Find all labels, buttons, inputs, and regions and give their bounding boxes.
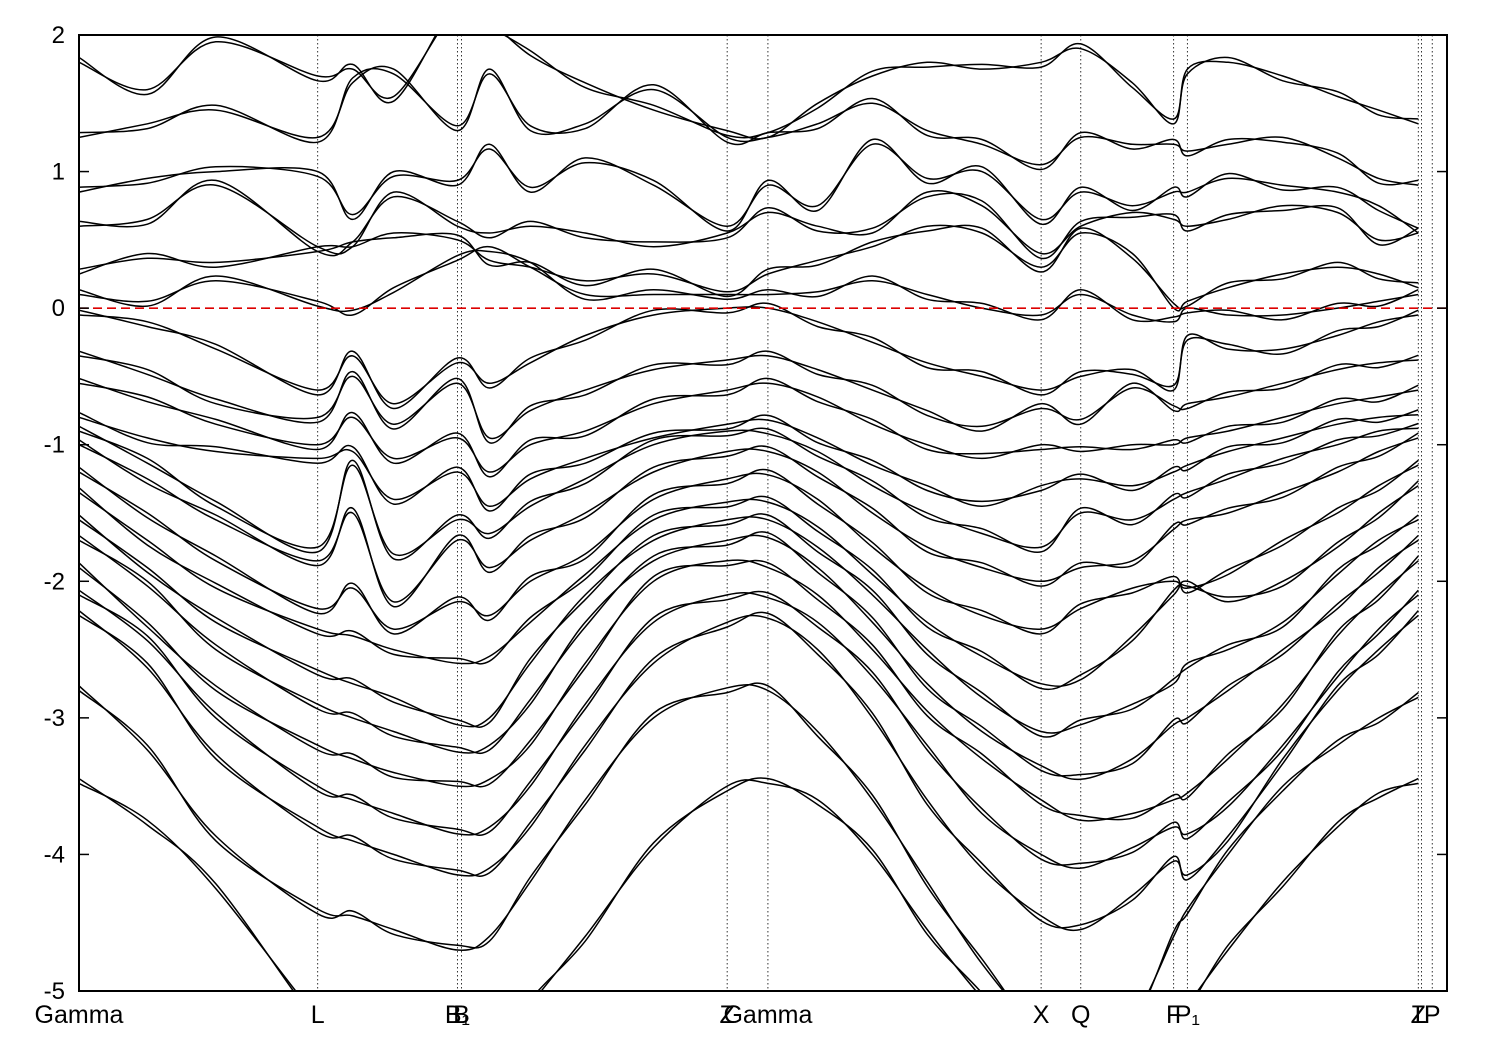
band-line xyxy=(79,427,1419,557)
band-line xyxy=(79,249,1419,323)
band-line xyxy=(79,306,1419,405)
band-line xyxy=(79,513,1419,738)
kpoint-label: Gamma xyxy=(35,1001,124,1029)
band-line xyxy=(79,138,1419,232)
y-tick-label: -4 xyxy=(44,841,65,868)
band-line xyxy=(79,432,1419,608)
band-line xyxy=(79,377,1419,478)
band-line xyxy=(79,480,1419,691)
band-line xyxy=(79,592,1419,869)
kpoint-label: F xyxy=(1166,1001,1181,1029)
band-line xyxy=(79,35,1419,139)
band-line xyxy=(79,682,1419,991)
band-line xyxy=(79,459,1419,635)
band-line xyxy=(79,422,1419,561)
y-tick-label: 0 xyxy=(52,295,65,322)
band-line xyxy=(79,777,1419,991)
band-line xyxy=(79,143,1419,234)
y-tick-label: -2 xyxy=(44,568,65,595)
band-line xyxy=(79,464,1419,630)
kpoint-label: B₁ xyxy=(445,1001,470,1029)
y-tick-label: 1 xyxy=(52,159,65,186)
kpoint-label: Gamma xyxy=(723,1001,812,1029)
y-tick-label: -1 xyxy=(44,432,65,459)
band-line xyxy=(79,531,1419,777)
band-line xyxy=(79,516,1419,734)
band-line xyxy=(79,65,1419,186)
band-line xyxy=(79,354,1419,440)
y-tick-label: 2 xyxy=(52,22,65,49)
band-lines xyxy=(79,35,1419,991)
band-line xyxy=(79,409,1419,512)
plot-frame xyxy=(78,34,1448,992)
kpoint-label: P xyxy=(1424,1001,1441,1029)
band-line xyxy=(79,184,1419,255)
band-line xyxy=(79,610,1419,929)
band-line xyxy=(79,437,1419,603)
kpoint-gridlines xyxy=(317,35,1433,991)
band-line xyxy=(79,179,1419,260)
kpoint-label: L xyxy=(311,1001,325,1029)
kpoint-label: P₁ xyxy=(1175,1001,1200,1029)
y-tick-label: -3 xyxy=(44,705,65,732)
y-tick-label: -5 xyxy=(44,978,65,1005)
band-line xyxy=(79,555,1419,821)
kpoint-label: B xyxy=(453,1001,470,1029)
band-line xyxy=(79,224,1419,310)
band-line xyxy=(79,35,1419,140)
band-line xyxy=(79,350,1419,444)
band-line xyxy=(79,413,1419,507)
band-line xyxy=(79,67,1419,186)
band-line xyxy=(79,589,1419,866)
band-line xyxy=(79,302,1419,410)
band-line xyxy=(79,614,1419,932)
y-axis-ticks: 2 1 0 -1 -2 -3 -4 -5 xyxy=(44,22,1447,1005)
band-line xyxy=(79,559,1419,822)
kpoint-label: Z xyxy=(720,1001,735,1029)
band-line xyxy=(79,224,1419,312)
kpoint-label: L xyxy=(1415,1001,1429,1029)
kpoint-label: Q xyxy=(1071,1001,1090,1029)
kpoint-label: Z xyxy=(1411,1001,1426,1029)
band-line xyxy=(79,534,1419,781)
kpoint-label: X xyxy=(1033,1001,1050,1029)
